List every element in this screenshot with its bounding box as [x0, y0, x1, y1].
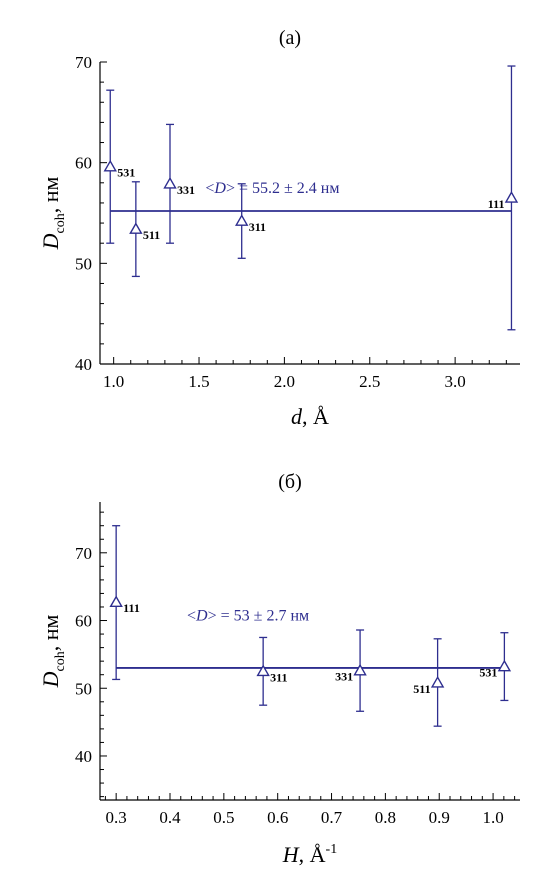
x-tick-label: 3.0 [444, 372, 465, 391]
y-axis-label: Dcoh, нм [38, 615, 68, 689]
point-label: 511 [413, 682, 430, 696]
y-tick-label: 70 [75, 53, 92, 72]
point-label: 311 [249, 220, 266, 234]
x-tick-label: 1.0 [482, 808, 503, 827]
y-tick-label: 60 [75, 612, 92, 631]
x-tick-label: 0.6 [267, 808, 288, 827]
x-tick-label: 1.5 [188, 372, 209, 391]
y-tick-label: 50 [75, 679, 92, 698]
y-tick-label: 40 [75, 355, 92, 374]
point-label: 511 [143, 228, 160, 242]
x-tick-label: 0.5 [213, 808, 234, 827]
data-point [235, 214, 249, 226]
panel-a: (а) 1.0 1.5 2.0 2.5 3.0 40 50 60 70 d, Å Dcoh, нм 53… [38, 27, 520, 429]
point-label: 531 [479, 666, 497, 680]
panel-b: (б) 0.3 0.4 0.5 0.6 0.7 0.8 0.9 1.0 40 50 60 70 H, Å-… [38, 471, 520, 867]
point-label: 331 [335, 670, 353, 684]
data-point [103, 159, 117, 172]
point-label: 111 [123, 601, 140, 615]
point-label: 111 [488, 197, 505, 211]
x-tick-label: 2.0 [274, 372, 295, 391]
point-label: 331 [177, 183, 195, 197]
data-point [353, 663, 367, 676]
x-axis-label: d, Å [291, 404, 329, 429]
point-label: 531 [117, 166, 135, 180]
panel-label: (а) [279, 27, 301, 49]
mean-annotation: <D> = 55.2 ± 2.4 нм [205, 180, 339, 197]
data-point [497, 659, 512, 672]
point-label: 311 [270, 670, 287, 684]
x-tick-label: 0.8 [375, 808, 396, 827]
x-tick-label: 2.5 [359, 372, 380, 391]
data-point [163, 176, 177, 189]
panel-label: (б) [278, 471, 302, 493]
y-tick-label: 50 [75, 254, 92, 273]
y-tick-label: 40 [75, 747, 92, 766]
x-tick-label: 0.9 [429, 808, 450, 827]
data-point [256, 664, 270, 677]
x-tick-label: 0.4 [159, 808, 181, 827]
y-tick-label: 60 [75, 154, 92, 173]
y-axis-label: Dcoh, нм [38, 177, 68, 251]
x-tick-label: 1.0 [103, 372, 124, 391]
x-tick-label: 0.7 [321, 808, 343, 827]
mean-annotation: <D> = 53 ± 2.7 нм [187, 608, 309, 625]
data-point [109, 595, 123, 608]
data-point [430, 675, 445, 688]
x-axis-label: H, Å-1 [282, 842, 337, 867]
data-point [129, 222, 143, 234]
data-point [504, 190, 519, 203]
y-tick-label: 70 [75, 544, 92, 563]
x-tick-label: 0.3 [106, 808, 127, 827]
